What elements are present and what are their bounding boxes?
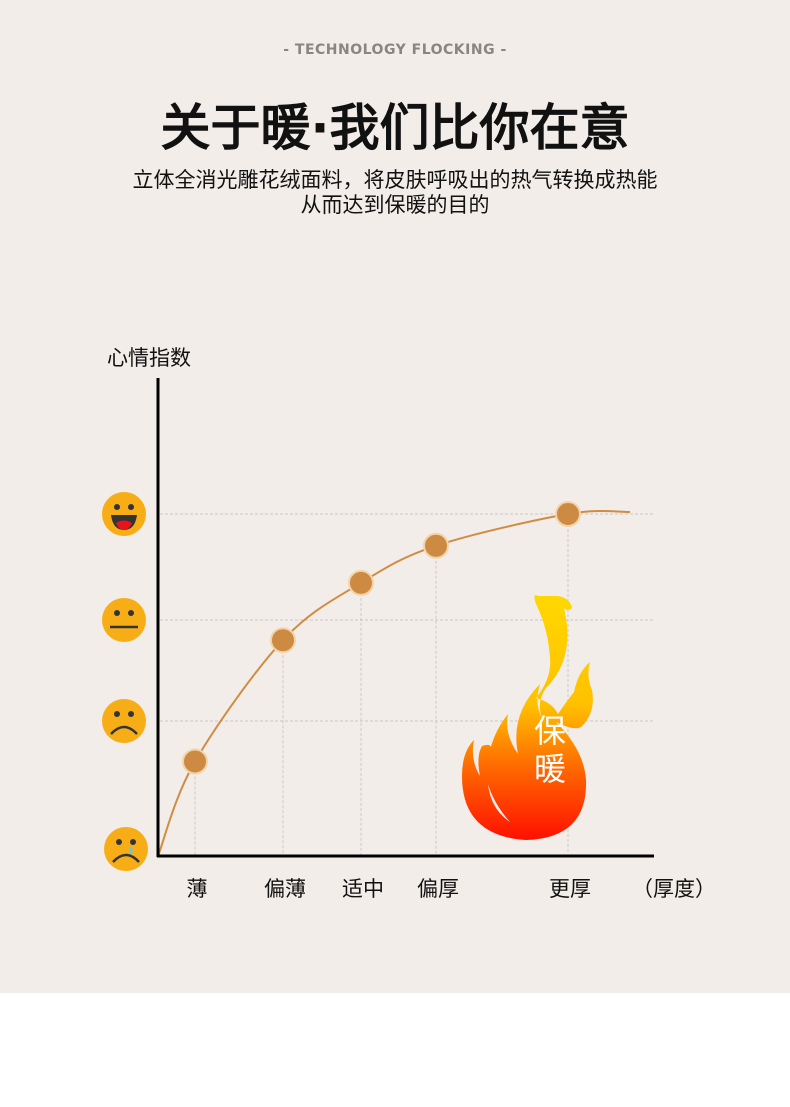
mood-chart: 心情指数 （厚度） 保 暖 薄 偏薄 适中 偏厚 更厚 — [102, 346, 716, 901]
x-tick-label: 偏厚 — [417, 877, 459, 901]
page-title: 关于暖·我们比你在意 — [160, 99, 630, 157]
sad-face-icon — [102, 699, 146, 743]
eyebrow-text: - TECHNOLOGY FLOCKING - — [283, 42, 507, 58]
x-axis-label: （厚度） — [632, 877, 716, 901]
crying-face-icon — [104, 827, 148, 871]
data-point — [348, 569, 374, 596]
x-tick-label: 偏薄 — [264, 877, 306, 901]
data-point — [182, 748, 208, 775]
x-tick-label: 薄 — [187, 877, 208, 901]
data-point — [270, 627, 296, 654]
data-point — [423, 532, 449, 559]
x-tick-label: 更厚 — [549, 877, 591, 901]
subtitle: 立体全消光雕花绒面料，将皮肤呼吸出的热气转换成热能 从而达到保暖的目的 — [0, 168, 790, 218]
data-point — [555, 501, 581, 527]
laughing-face-icon — [102, 492, 146, 536]
flame-text-1: 保 — [534, 712, 566, 750]
neutral-face-icon — [102, 598, 146, 642]
subtitle-line-2: 从而达到保暖的目的 — [300, 193, 490, 217]
subtitle-line-1: 立体全消光雕花绒面料，将皮肤呼吸出的热气转换成热能 — [132, 168, 658, 192]
flame-icon: 保 暖 — [462, 595, 593, 840]
flame-text-2: 暖 — [534, 750, 566, 788]
x-tick-label: 适中 — [342, 877, 384, 901]
y-axis-label: 心情指数 — [107, 346, 191, 370]
